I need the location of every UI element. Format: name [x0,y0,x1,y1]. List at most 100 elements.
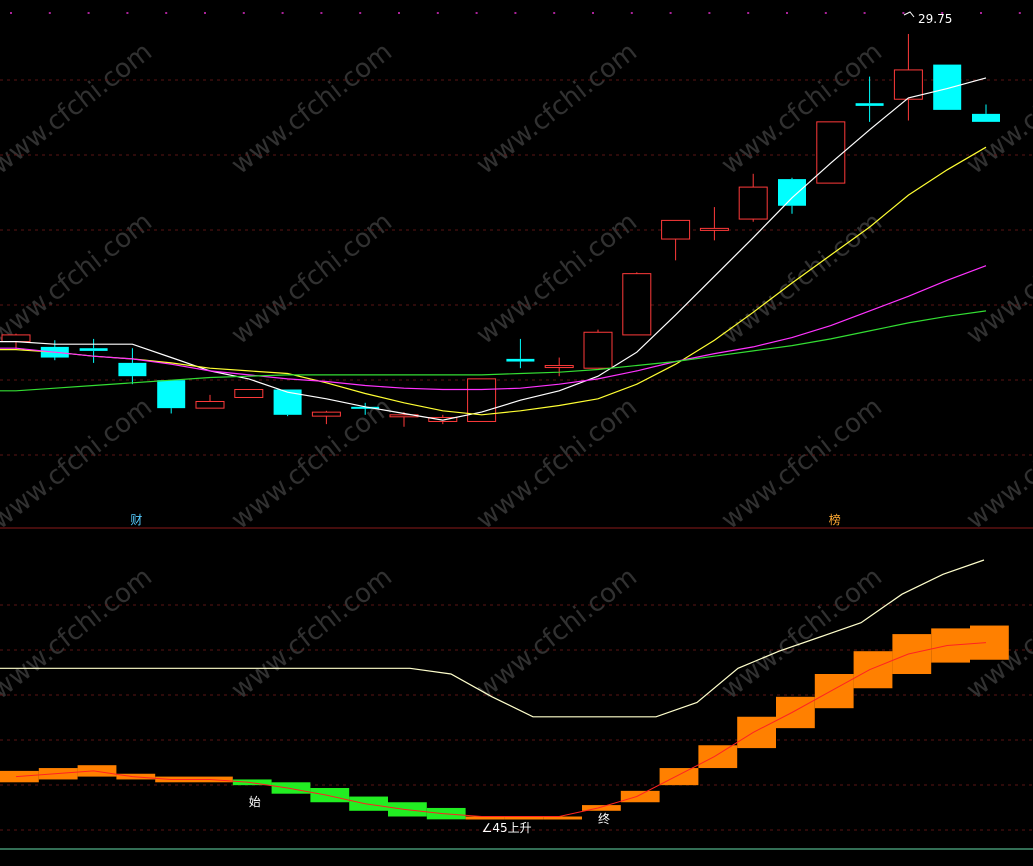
band-step [543,816,582,820]
candle [816,121,846,184]
top-tick-dot [165,12,168,14]
band-step [349,796,388,811]
top-tick-dot [824,12,827,14]
candle [351,402,380,415]
band-step [310,788,350,803]
candle [893,33,923,121]
indicator-line-path [0,559,985,718]
event-markers: 财榜 [130,512,840,527]
event-marker-label: 财 [130,513,142,527]
candle-body-down [855,103,884,106]
top-tick-dot [786,12,788,14]
band-step [892,634,932,674]
candle [195,394,225,409]
band-step [582,805,621,811]
candle-body-down [79,348,108,351]
top-tick-dot [669,12,672,14]
top-tick-dot [1018,12,1021,14]
candle [855,76,884,122]
candle [506,338,535,369]
candle-body-up [583,331,613,369]
band-step [737,716,776,749]
event-marker-label: 榜 [829,512,841,527]
candle [933,64,962,110]
moving-average-line [0,265,987,391]
max-price-marker: 29.75 [903,11,952,26]
top-tick-dot [10,12,12,14]
top-tick-dot [592,12,594,14]
candle-body-up [1,334,31,343]
candle [972,104,1000,122]
top-tick-dot [941,12,944,14]
band-step [970,625,1009,660]
candle-body-up [622,273,652,336]
grid-lines [0,12,1033,831]
candle [544,357,574,377]
top-tick-dot [87,12,90,14]
indicator-annotation: 终 [598,811,610,826]
candle-body-down [972,113,1000,122]
candle-body-up [428,416,458,422]
indicator-line [0,559,985,718]
top-tick-dot [708,12,711,14]
top-tick-dot [553,12,556,14]
top-tick-dot [436,12,439,14]
top-tick-dot [902,12,905,14]
top-tick-dot [398,12,400,14]
max-price-label: 29.75 [918,12,952,26]
band-step [465,816,505,820]
candle [157,380,186,414]
candle [79,338,108,363]
band-step [853,651,893,689]
band-midline [15,642,987,817]
band-step [504,816,544,820]
indicator-annotations: 始 ∠45上升 终 [249,795,610,835]
candle-body-up [234,389,264,398]
candle-body-up [544,365,574,369]
top-tick-dot [242,12,245,14]
candle-body-up [661,219,691,240]
candle [234,389,264,398]
band-step [698,745,738,769]
band-step [620,790,660,803]
band-step [659,768,699,786]
top-tick-dot [630,12,633,14]
top-tick-dot [281,12,284,14]
top-tick-dot [980,12,982,14]
band-step [271,782,311,794]
candle-body-up [699,227,729,231]
candle [738,173,768,222]
candle-body-up [738,186,768,220]
top-tick-dot [514,12,517,14]
candle [699,207,729,241]
top-tick-dot [48,12,51,14]
top-tick-dot [320,12,323,14]
top-tick-dot [126,12,129,14]
candle [661,219,691,261]
candle-body-down [506,358,535,362]
candle-body-down [157,380,186,409]
top-tick-dot [204,12,206,14]
indicator-annotation: 始 [249,795,261,809]
indicator-panel: 始 ∠45上升 终 [0,559,1009,835]
band-step [814,674,854,709]
price-panel: 29.75 财榜 [0,11,1000,527]
moving-average-line [0,77,987,421]
top-tick-dot [747,12,750,14]
candle-body-down [118,362,147,377]
candle [778,177,806,214]
candlestick-series [1,33,1000,427]
candle [583,329,613,369]
candle-body-up [893,69,923,100]
candle-body-down [933,64,962,110]
band-step [776,696,815,729]
candle-body-down [778,179,806,206]
top-tick-dot [475,12,478,14]
candle [311,410,341,425]
candle [428,414,458,425]
top-tick-dot [359,12,362,14]
moving-average-lines [0,77,987,421]
top-tick-dot [863,12,866,14]
candle-body-up [195,400,225,409]
